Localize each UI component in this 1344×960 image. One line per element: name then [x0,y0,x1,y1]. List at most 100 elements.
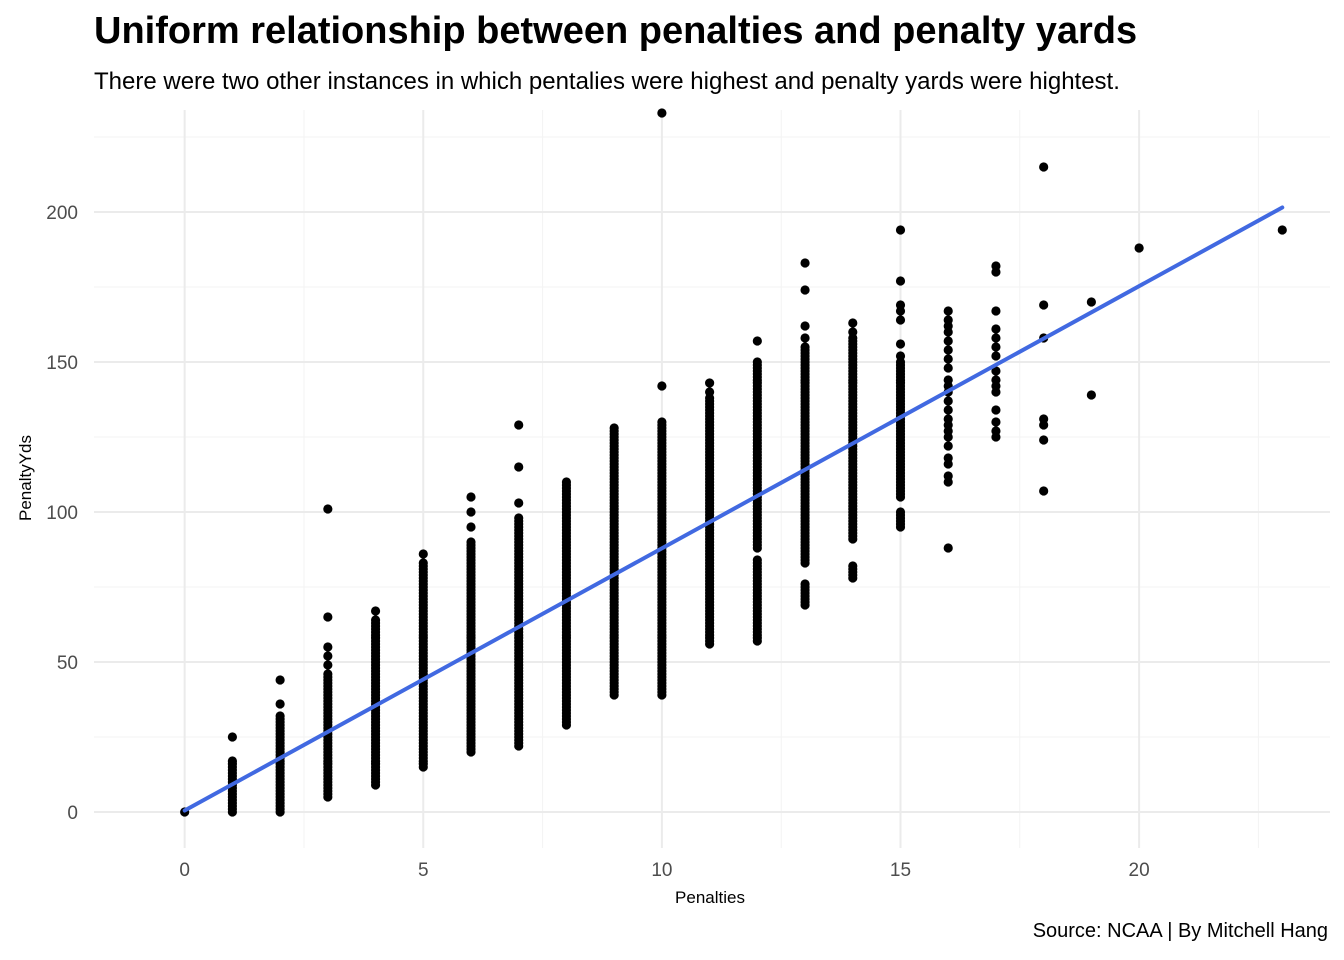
data-point [323,612,333,622]
data-point [514,498,524,508]
y-tick-label: 200 [46,203,78,224]
data-point [227,756,237,766]
data-point [752,357,762,367]
data-point [1039,300,1049,310]
data-point [800,342,810,352]
x-tick-label: 15 [890,860,911,881]
data-point [943,453,953,463]
data-point [991,426,1001,436]
data-point [418,558,428,568]
data-point [991,324,1001,334]
data-point [1039,435,1049,445]
data-point [370,615,381,625]
data-point [657,381,667,391]
data-point [848,327,858,337]
data-point [991,306,1001,316]
y-tick-label: 150 [46,353,78,374]
data-point [943,336,953,346]
data-point [943,375,953,385]
x-tick-label: 10 [651,860,672,881]
x-tick-label: 0 [179,860,190,881]
data-point [991,351,1001,361]
data-point [1086,297,1096,307]
data-point [991,366,1001,376]
y-tick-label: 0 [67,803,78,824]
data-point [943,354,953,364]
data-point [1039,414,1049,424]
data-point [561,477,572,487]
data-point [895,315,906,325]
data-point [275,699,285,709]
data-point [752,555,762,565]
data-point [466,492,476,502]
data-point [657,108,667,118]
data-points [180,108,1287,817]
data-point [323,660,333,670]
chart-title: Uniform relationship between penalties a… [94,10,1138,52]
data-point [514,420,524,430]
data-point [943,543,953,553]
chart-caption: Source: NCAA | By Mitchell Hang [1032,920,1328,942]
data-point [991,333,1001,343]
data-point [895,300,906,310]
data-point [943,396,953,406]
data-point [991,417,1001,427]
x-tick-label: 20 [1129,860,1150,881]
data-point [705,378,715,388]
data-point [991,375,1001,385]
data-point [1277,225,1287,235]
chart-subtitle: There were two other instances in which … [94,68,1120,95]
data-point [466,507,476,517]
data-point [1134,243,1144,253]
data-point [943,306,953,316]
data-point [848,318,858,328]
data-point [895,276,906,286]
data-point [895,225,906,235]
data-point [227,732,237,742]
data-point [418,549,428,559]
trend-line-group [182,205,1285,813]
data-point [1039,486,1049,496]
y-axis-title: PenaltyYds [16,435,35,521]
data-point [991,405,1001,415]
data-point [800,321,810,331]
data-point [466,522,476,532]
data-point [895,339,906,349]
y-tick-label: 100 [46,503,78,524]
data-point [514,462,524,472]
y-tick-label: 50 [57,653,78,674]
data-point [275,711,285,721]
data-point [800,579,810,589]
data-point [943,405,953,415]
data-point [514,513,524,523]
data-point [609,423,619,433]
x-axis-title: Penalties [675,888,745,907]
data-point [800,333,810,343]
data-point [1086,390,1096,400]
data-point [275,675,285,685]
data-point [943,471,953,481]
data-point [466,537,476,547]
data-point [323,504,333,514]
data-point [800,285,810,295]
data-point [943,441,953,451]
data-point [943,315,953,325]
data-point [705,387,715,397]
data-point [848,561,858,571]
data-point [1039,162,1049,172]
data-point [752,336,762,346]
data-point [323,669,333,679]
data-point [991,342,1001,352]
data-point [800,258,810,268]
x-tick-label: 5 [418,860,429,881]
data-point [657,417,667,427]
data-point [895,351,906,361]
data-point [895,507,906,517]
data-point [943,345,953,355]
data-point [943,414,953,424]
data-point [323,642,333,652]
trend-line [182,205,1285,813]
data-point [323,651,333,661]
data-point [370,606,381,616]
